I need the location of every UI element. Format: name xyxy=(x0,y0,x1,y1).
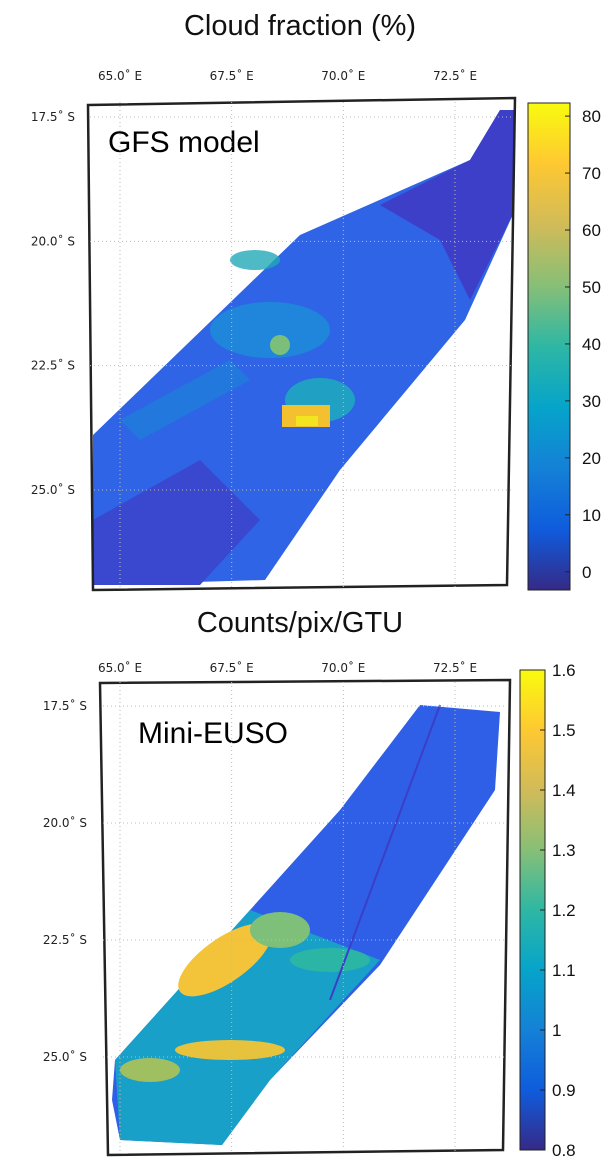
colorbar-tick-label: 0.8 xyxy=(552,1141,576,1158)
cloud-field xyxy=(93,110,515,585)
lat-tick-label: 20.0˚ S xyxy=(43,815,87,830)
lat-tick-label: 17.5˚ S xyxy=(31,109,75,124)
colorbar-tick-label: 1.2 xyxy=(552,901,576,920)
panel-title: Counts/pix/GTU xyxy=(197,607,403,639)
colorbar-tick-label: 30 xyxy=(582,392,601,411)
map-frame xyxy=(98,678,512,1157)
colorbar-tick-label: 20 xyxy=(582,449,601,468)
colorbar-tick-label: 80 xyxy=(582,107,601,126)
counts-field xyxy=(112,704,500,1145)
lat-tick-label: 22.5˚ S xyxy=(43,932,87,947)
lat-tick-label: 25.0˚ S xyxy=(31,482,75,497)
lon-tick-label: 70.0˚ E xyxy=(321,68,365,83)
colorbar-tick-label: 1.6 xyxy=(552,661,576,680)
map-frame xyxy=(86,96,517,592)
lat-tick-label: 20.0˚ S xyxy=(31,233,75,248)
lon-tick-label: 67.5˚ E xyxy=(210,68,254,83)
colorbar-tick-label: 50 xyxy=(582,278,601,297)
lon-tick-label: 72.5˚ E xyxy=(433,68,477,83)
colorbar-tick-label: 0.9 xyxy=(552,1081,576,1100)
colorbar-tick-label: 40 xyxy=(582,335,601,354)
lon-tick-label: 67.5˚ E xyxy=(210,660,254,675)
lat-tick-label: 25.0˚ S xyxy=(43,1049,87,1064)
lat-tick-label: 17.5˚ S xyxy=(43,698,87,713)
colorbar-tick-label: 60 xyxy=(582,221,601,240)
colorbar-tick-label: 10 xyxy=(582,506,601,525)
lon-tick-label: 72.5˚ E xyxy=(433,660,477,675)
colorbar-tick-label: 1.5 xyxy=(552,721,576,740)
panel-label: GFS model xyxy=(108,126,260,159)
colorbar xyxy=(527,102,571,591)
lon-tick-label: 65.0˚ E xyxy=(98,660,142,675)
colorbar-tick-label: 1.1 xyxy=(552,961,576,980)
lon-tick-label: 70.0˚ E xyxy=(321,660,365,675)
colorbar-tick-label: 1.4 xyxy=(552,781,576,800)
lon-tick-label: 65.0˚ E xyxy=(98,68,142,83)
colorbar-tick-label: 0 xyxy=(582,563,591,582)
colorbar-tick-label: 1 xyxy=(552,1021,561,1040)
colorbar-tick-label: 1.3 xyxy=(552,841,576,860)
panel-title: Cloud fraction (%) xyxy=(184,10,416,42)
panel-label: Mini-EUSO xyxy=(138,717,288,750)
colorbar-tick-label: 70 xyxy=(582,164,601,183)
lat-tick-label: 22.5˚ S xyxy=(31,358,75,373)
